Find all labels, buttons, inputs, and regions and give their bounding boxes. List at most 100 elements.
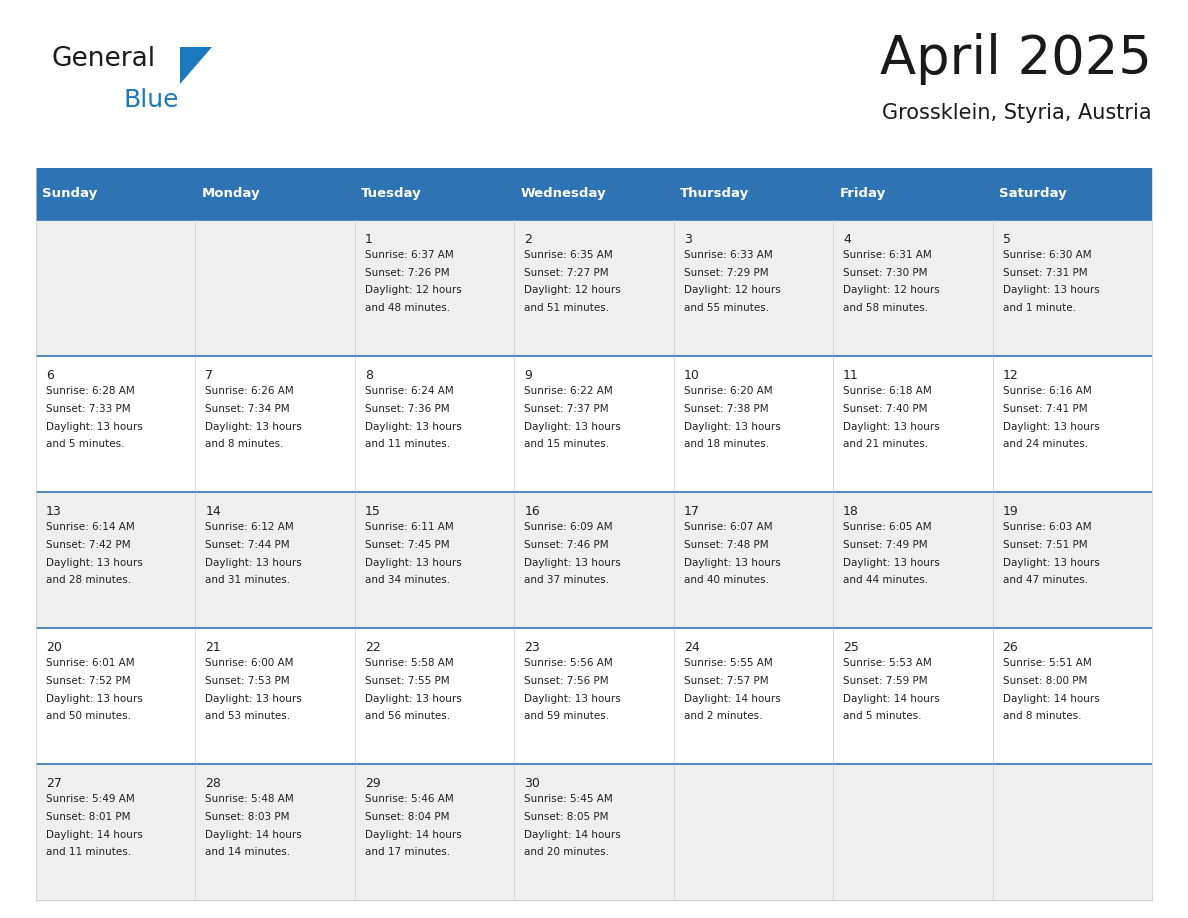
Text: Sunrise: 5:45 AM: Sunrise: 5:45 AM <box>524 794 613 804</box>
Bar <box>36 764 1152 900</box>
Text: Daylight: 13 hours: Daylight: 13 hours <box>206 557 302 567</box>
Text: Daylight: 13 hours: Daylight: 13 hours <box>46 421 143 431</box>
Text: Sunrise: 6:28 AM: Sunrise: 6:28 AM <box>46 386 134 397</box>
Text: Daylight: 13 hours: Daylight: 13 hours <box>365 421 462 431</box>
Text: Daylight: 12 hours: Daylight: 12 hours <box>365 285 462 296</box>
Text: Daylight: 13 hours: Daylight: 13 hours <box>524 421 621 431</box>
Text: Sunset: 7:31 PM: Sunset: 7:31 PM <box>1003 268 1087 278</box>
Text: 14: 14 <box>206 505 221 518</box>
Text: Daylight: 13 hours: Daylight: 13 hours <box>206 693 302 703</box>
Text: Daylight: 14 hours: Daylight: 14 hours <box>524 830 621 839</box>
Text: and 1 minute.: and 1 minute. <box>1003 303 1075 313</box>
Text: Sunrise: 5:46 AM: Sunrise: 5:46 AM <box>365 794 454 804</box>
Text: Sunset: 7:42 PM: Sunset: 7:42 PM <box>46 540 131 550</box>
Text: Daylight: 13 hours: Daylight: 13 hours <box>365 693 462 703</box>
Text: 27: 27 <box>46 777 62 790</box>
Text: Sunrise: 6:37 AM: Sunrise: 6:37 AM <box>365 251 454 261</box>
Bar <box>992 168 1152 220</box>
Text: 25: 25 <box>843 641 859 654</box>
Text: 7: 7 <box>206 369 214 382</box>
Bar <box>36 492 1152 628</box>
Text: Sunrise: 5:53 AM: Sunrise: 5:53 AM <box>843 658 931 668</box>
Text: General: General <box>52 46 156 72</box>
Text: Tuesday: Tuesday <box>361 187 422 200</box>
Text: 30: 30 <box>524 777 541 790</box>
Text: 28: 28 <box>206 777 221 790</box>
Text: Sunset: 7:52 PM: Sunset: 7:52 PM <box>46 676 131 686</box>
Text: Friday: Friday <box>840 187 886 200</box>
Text: 18: 18 <box>843 505 859 518</box>
Text: Sunrise: 6:01 AM: Sunrise: 6:01 AM <box>46 658 134 668</box>
Text: Daylight: 14 hours: Daylight: 14 hours <box>46 830 143 839</box>
Text: 3: 3 <box>684 233 691 246</box>
Text: and 53 minutes.: and 53 minutes. <box>206 711 291 721</box>
Text: 19: 19 <box>1003 505 1018 518</box>
Text: 22: 22 <box>365 641 380 654</box>
Text: Sunrise: 6:05 AM: Sunrise: 6:05 AM <box>843 522 931 532</box>
Text: Sunrise: 6:16 AM: Sunrise: 6:16 AM <box>1003 386 1092 397</box>
Text: and 11 minutes.: and 11 minutes. <box>365 439 450 449</box>
Text: Daylight: 13 hours: Daylight: 13 hours <box>684 421 781 431</box>
Text: and 58 minutes.: and 58 minutes. <box>843 303 928 313</box>
Text: and 31 minutes.: and 31 minutes. <box>206 575 291 585</box>
Text: Sunrise: 6:31 AM: Sunrise: 6:31 AM <box>843 251 931 261</box>
Text: Sunset: 7:36 PM: Sunset: 7:36 PM <box>365 404 449 414</box>
Text: 8: 8 <box>365 369 373 382</box>
Bar <box>36 220 1152 356</box>
Text: Sunset: 8:00 PM: Sunset: 8:00 PM <box>1003 676 1087 686</box>
Text: Sunset: 7:56 PM: Sunset: 7:56 PM <box>524 676 609 686</box>
Bar <box>833 168 992 220</box>
Text: Sunset: 8:03 PM: Sunset: 8:03 PM <box>206 812 290 822</box>
Text: 5: 5 <box>1003 233 1011 246</box>
Text: Sunrise: 5:56 AM: Sunrise: 5:56 AM <box>524 658 613 668</box>
Text: Sunset: 7:51 PM: Sunset: 7:51 PM <box>1003 540 1087 550</box>
Text: 1: 1 <box>365 233 373 246</box>
Text: Sunrise: 6:00 AM: Sunrise: 6:00 AM <box>206 658 293 668</box>
Text: 24: 24 <box>684 641 700 654</box>
Text: 20: 20 <box>46 641 62 654</box>
Text: and 59 minutes.: and 59 minutes. <box>524 711 609 721</box>
Text: Sunrise: 6:18 AM: Sunrise: 6:18 AM <box>843 386 931 397</box>
Text: Sunrise: 6:33 AM: Sunrise: 6:33 AM <box>684 251 772 261</box>
Text: Thursday: Thursday <box>680 187 750 200</box>
Text: and 55 minutes.: and 55 minutes. <box>684 303 769 313</box>
Text: 13: 13 <box>46 505 62 518</box>
Text: Daylight: 13 hours: Daylight: 13 hours <box>206 421 302 431</box>
Text: and 8 minutes.: and 8 minutes. <box>206 439 284 449</box>
Text: Daylight: 13 hours: Daylight: 13 hours <box>365 557 462 567</box>
Text: 23: 23 <box>524 641 541 654</box>
Text: and 21 minutes.: and 21 minutes. <box>843 439 928 449</box>
Text: Wednesday: Wednesday <box>520 187 606 200</box>
Bar <box>196 168 355 220</box>
Text: and 8 minutes.: and 8 minutes. <box>1003 711 1081 721</box>
Text: Daylight: 14 hours: Daylight: 14 hours <box>684 693 781 703</box>
Text: Sunrise: 6:20 AM: Sunrise: 6:20 AM <box>684 386 772 397</box>
Text: and 34 minutes.: and 34 minutes. <box>365 575 450 585</box>
Text: Sunset: 7:34 PM: Sunset: 7:34 PM <box>206 404 290 414</box>
Text: Daylight: 13 hours: Daylight: 13 hours <box>524 693 621 703</box>
Text: Sunrise: 6:35 AM: Sunrise: 6:35 AM <box>524 251 613 261</box>
Text: and 48 minutes.: and 48 minutes. <box>365 303 450 313</box>
Text: 6: 6 <box>46 369 53 382</box>
Text: Sunrise: 6:09 AM: Sunrise: 6:09 AM <box>524 522 613 532</box>
Text: and 2 minutes.: and 2 minutes. <box>684 711 763 721</box>
Text: 10: 10 <box>684 369 700 382</box>
Text: 17: 17 <box>684 505 700 518</box>
Text: 26: 26 <box>1003 641 1018 654</box>
Text: Sunday: Sunday <box>43 187 97 200</box>
Text: Daylight: 13 hours: Daylight: 13 hours <box>843 557 940 567</box>
Text: and 28 minutes.: and 28 minutes. <box>46 575 131 585</box>
Text: and 18 minutes.: and 18 minutes. <box>684 439 769 449</box>
Text: Sunset: 7:37 PM: Sunset: 7:37 PM <box>524 404 609 414</box>
Text: Sunset: 7:41 PM: Sunset: 7:41 PM <box>1003 404 1087 414</box>
Text: and 50 minutes.: and 50 minutes. <box>46 711 131 721</box>
Text: Sunset: 7:46 PM: Sunset: 7:46 PM <box>524 540 609 550</box>
Text: Sunset: 7:45 PM: Sunset: 7:45 PM <box>365 540 449 550</box>
Text: and 47 minutes.: and 47 minutes. <box>1003 575 1088 585</box>
Bar <box>355 168 514 220</box>
Text: 9: 9 <box>524 369 532 382</box>
Text: Blue: Blue <box>124 88 179 112</box>
Text: Daylight: 13 hours: Daylight: 13 hours <box>684 557 781 567</box>
Text: and 17 minutes.: and 17 minutes. <box>365 847 450 857</box>
Text: and 24 minutes.: and 24 minutes. <box>1003 439 1088 449</box>
